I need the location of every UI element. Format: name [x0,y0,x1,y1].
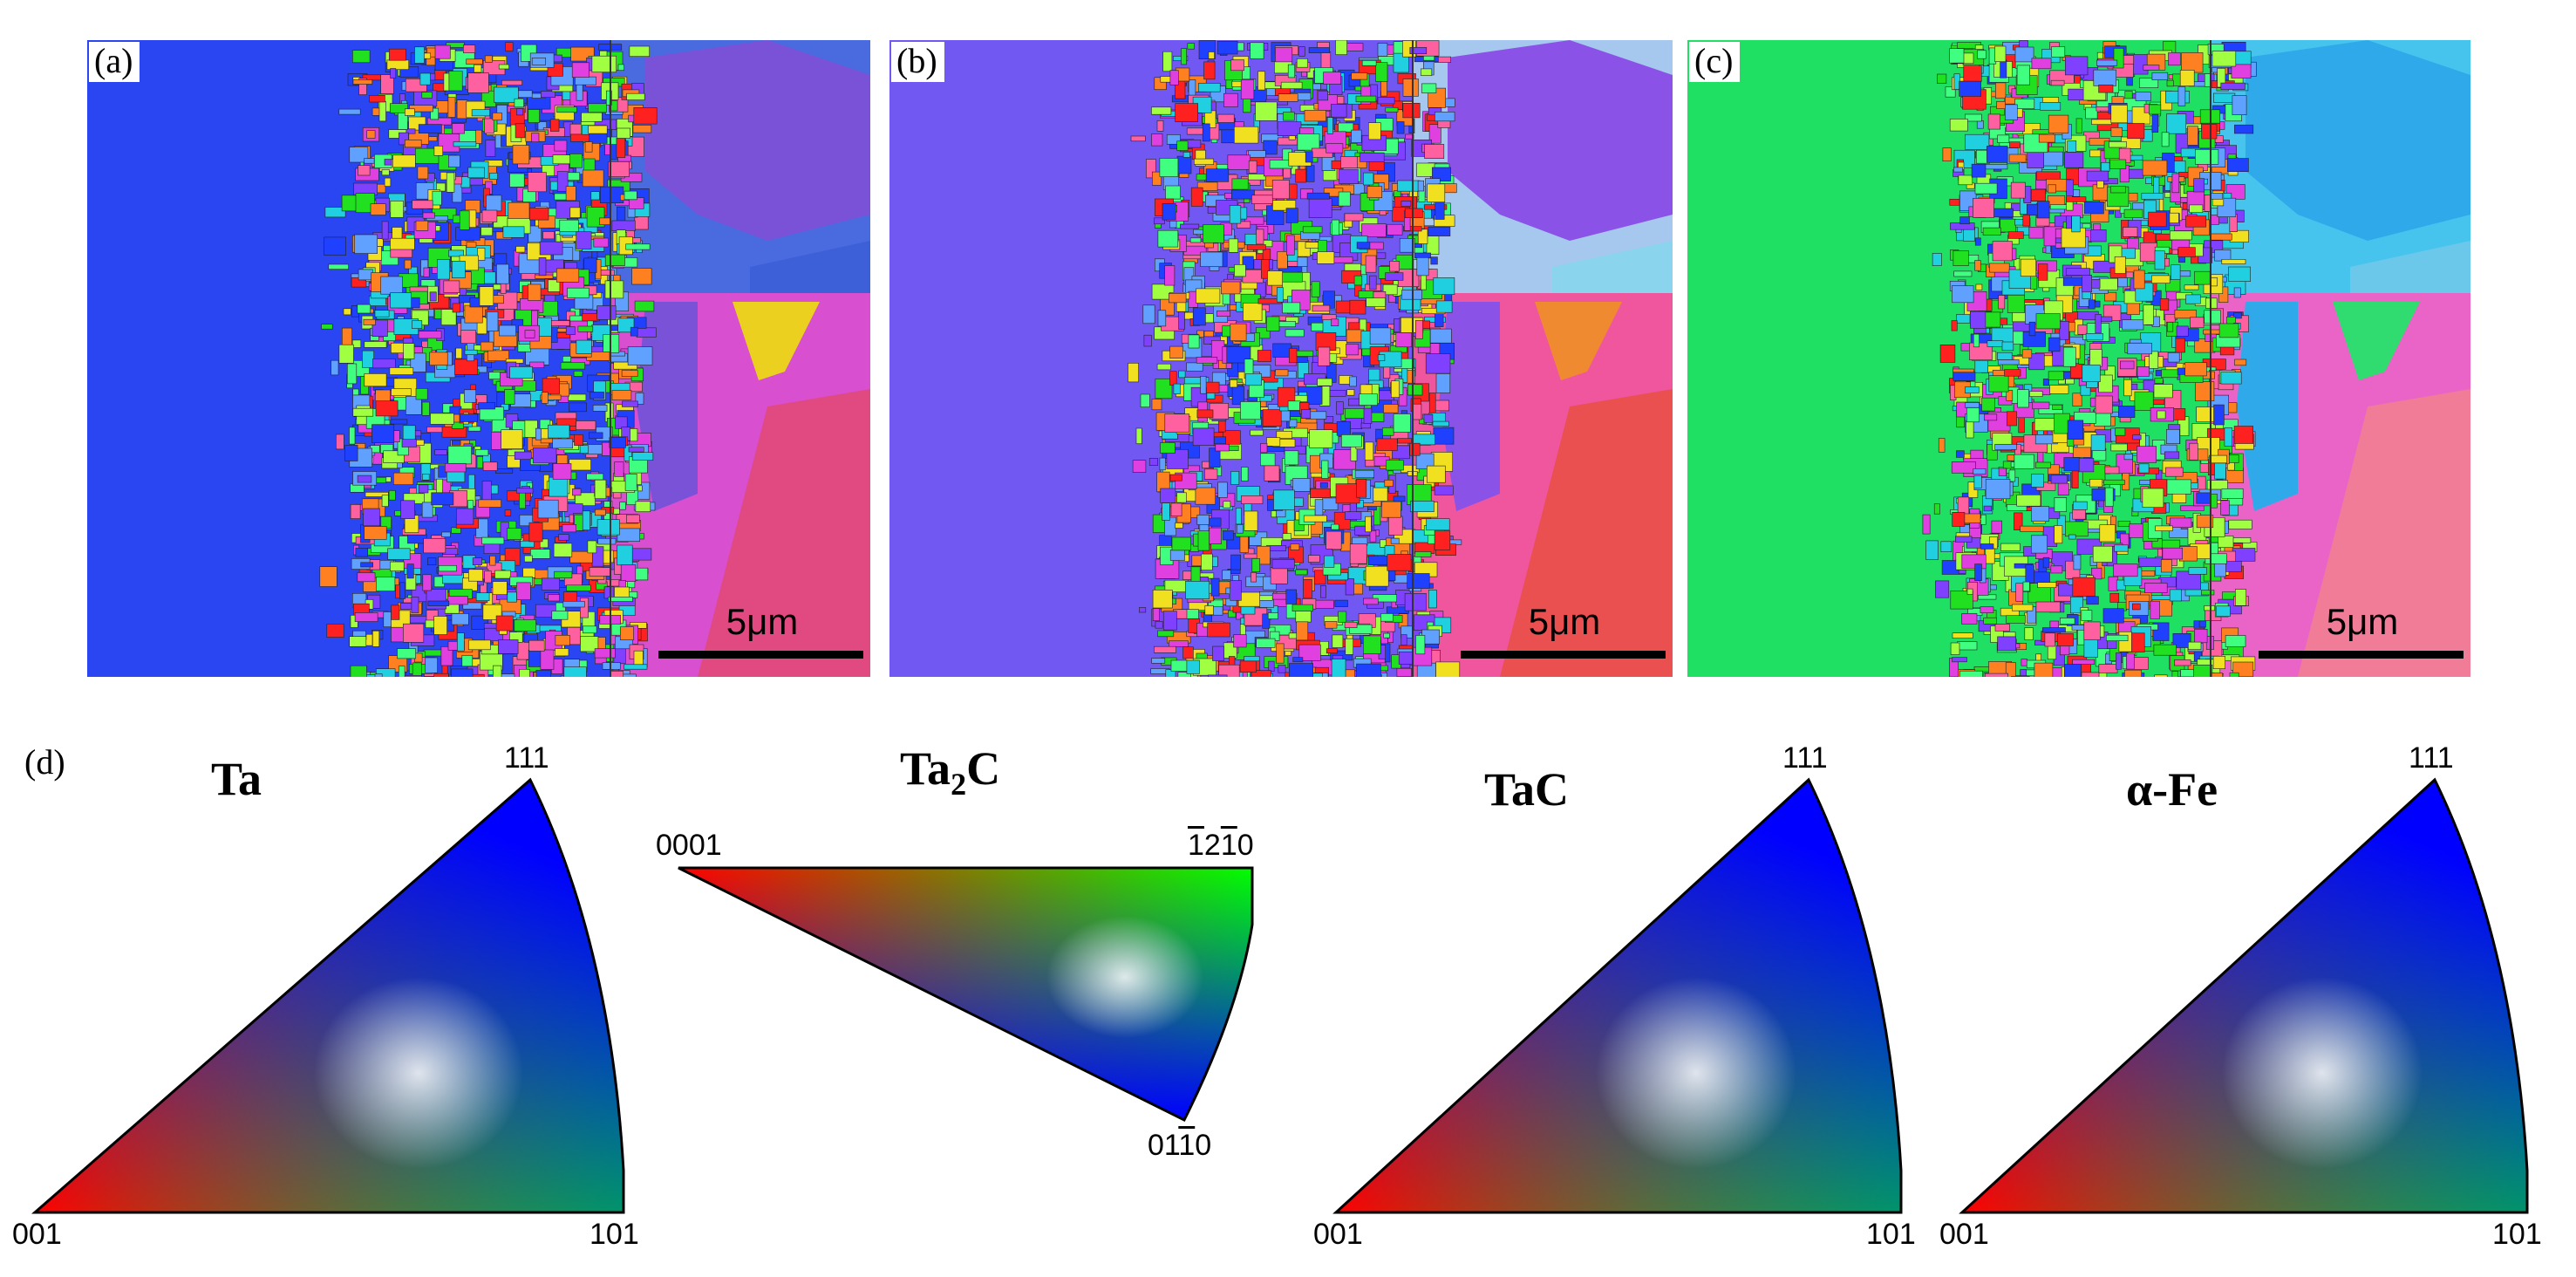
phase-title-ta2c-end: C [966,742,1001,795]
corner-label-1210-text: 1210 [1188,829,1254,862]
ipf-triangle-ta2c [678,866,1254,1123]
phase-title-ta: Ta [211,753,262,805]
scale-bar-label: 5μm [2326,601,2399,642]
corner-label-101: 101 [589,1218,639,1251]
scale-bar-label: 5μm [726,601,799,642]
scale-bar [2259,651,2464,659]
panel-label: (a) [89,42,140,82]
phase-title-tac: TaC [1484,763,1570,816]
corner-label-001: 001 [12,1218,62,1251]
corner-label-111: 111 [2409,741,2454,775]
corner-label-111: 111 [1782,741,1828,775]
ebsd-map-a: (a) 5μm [87,40,870,677]
ebsd-map-image [87,40,870,677]
scale-bar [1461,651,1666,659]
ebsd-map-b: (b) 5μm [889,40,1673,677]
phase-title-ta2c-main: Ta [900,742,951,795]
ipf-triangle-alpha-fe [1959,777,2529,1214]
ipf-legend-panel: (d) Ta 001 101 111 Ta2C 0001 0110 1210 T… [0,724,2576,1277]
ipf-triangles [31,777,2529,1214]
corner-label-0001: 0001 [656,829,722,862]
ebsd-map-image [1687,40,2470,677]
ipf-triangle-tac [1332,777,1903,1214]
scale-bar [658,651,863,659]
corner-label-101: 101 [1866,1218,1916,1251]
corner-label-101: 101 [2492,1218,2542,1251]
ebsd-map-image [889,40,1673,677]
panel-label: (b) [891,42,944,82]
ebsd-map-c: (c) 5μm [1687,40,2470,677]
corner-label-001: 001 [1939,1218,1989,1251]
ipf-triangle-ta [31,777,625,1214]
corner-label-001: 001 [1313,1218,1363,1251]
panel-label: (d) [24,742,65,782]
phase-title-ta2c: Ta2C [900,745,1000,800]
corner-label-111: 111 [504,741,549,775]
corner-label-0110-text: 0110 [1148,1129,1212,1162]
corner-label-1210: 1210 [1188,830,1254,860]
phase-title-ta2c-sub: 2 [951,766,967,802]
scale-bar-label: 5μm [1528,601,1601,642]
panel-label: (c) [1689,42,1741,82]
phase-title-alpha-fe: α-Fe [2126,763,2218,816]
corner-label-0110: 0110 [1148,1130,1211,1160]
